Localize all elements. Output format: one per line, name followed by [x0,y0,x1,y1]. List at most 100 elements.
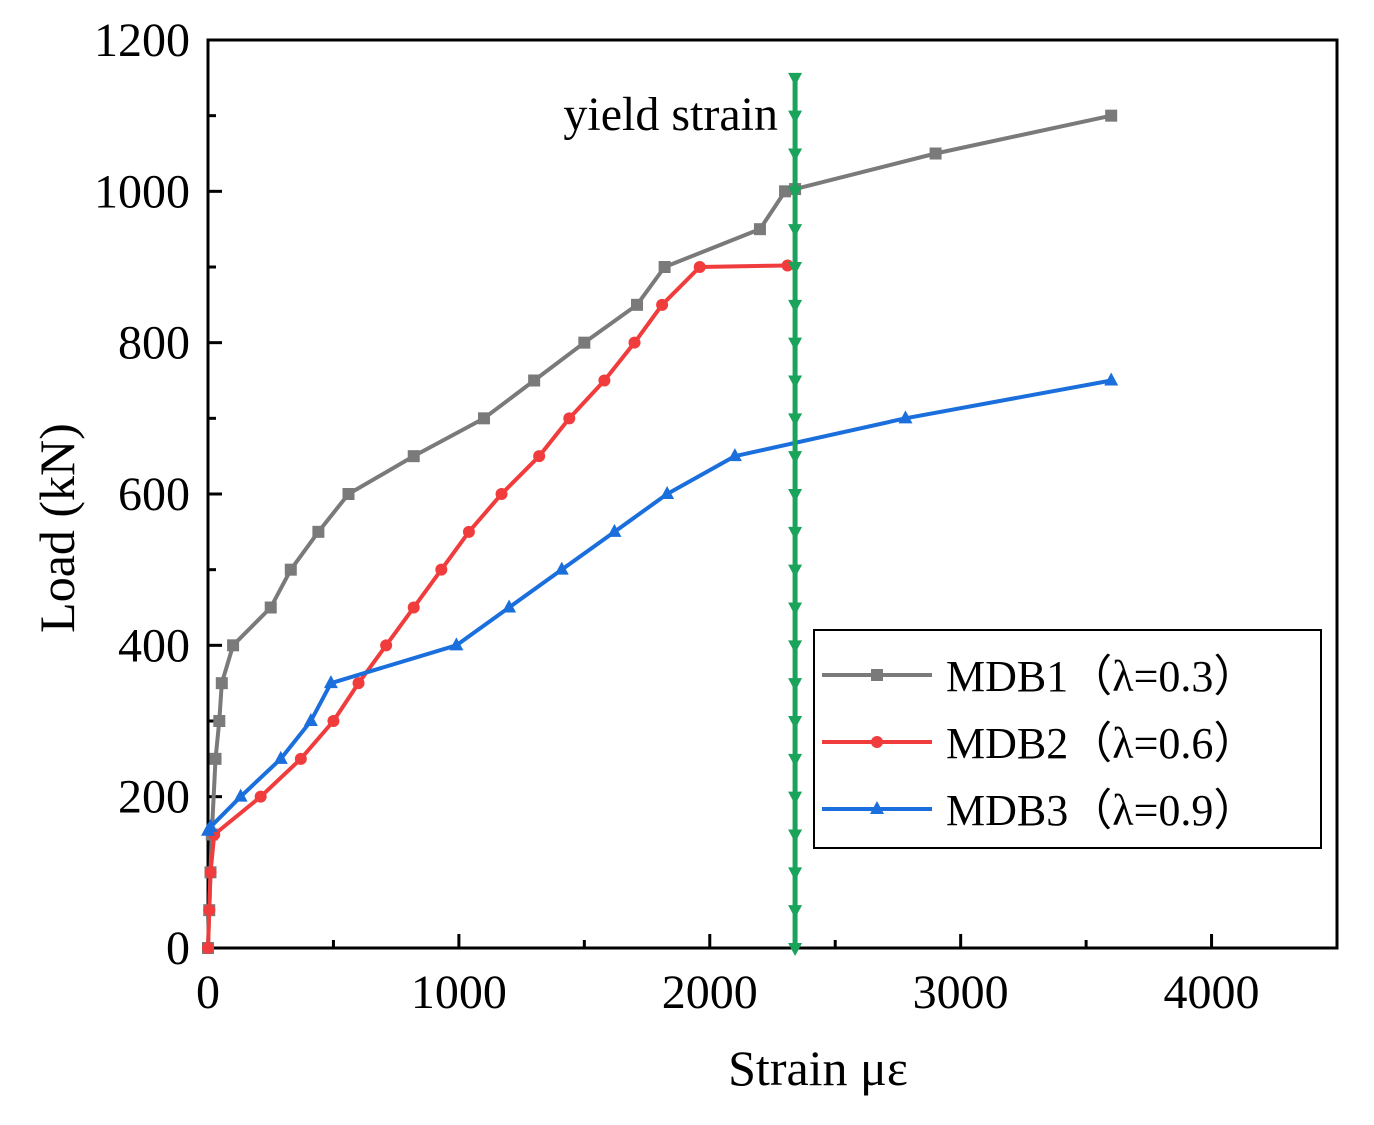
data-point [495,488,508,500]
data-point [788,867,803,881]
data-point [898,410,913,424]
data-point [323,675,338,689]
data-point [233,788,248,802]
data-point [788,678,803,692]
y-tick-label: 600 [118,468,190,521]
data-point [352,677,365,690]
series-2 [202,259,794,954]
data-point [607,523,622,537]
series-line [206,378,1112,832]
data-point [788,564,803,578]
data-point [563,412,576,425]
series-line [206,263,788,949]
data-point [929,147,942,160]
data-point [788,299,803,313]
legend-entry: MDB2（λ=0.6） [822,719,1257,768]
y-axis-title: Load (kN) [29,423,85,633]
data-point [598,374,611,387]
data-point [284,563,297,576]
data-point [788,640,803,654]
data-point [788,943,803,956]
data-point [273,750,288,764]
data-point [788,375,803,389]
data-point [327,715,340,727]
data-point [477,412,490,425]
legend-entry: MDB1（λ=0.3） [822,652,1257,701]
y-tick-label: 1000 [94,165,190,218]
data-point [727,448,742,462]
y-tick-label: 1200 [94,14,190,67]
data-point [209,752,222,765]
data-point [788,602,803,616]
data-point [213,715,226,727]
data-point [435,563,448,576]
y-tick-label: 0 [166,922,190,975]
legend-entry: MDB3（λ=0.9） [822,786,1257,835]
data-point [788,905,803,919]
data-point [788,489,803,502]
x-axis-title: Strain με [728,1040,908,1096]
x-tick-label: 0 [196,966,220,1019]
x-tick-label: 4000 [1164,966,1260,1019]
legend-label: MDB3（λ=0.9） [946,786,1257,835]
data-point [753,223,766,236]
data-point [407,450,420,463]
x-tick-label: 1000 [411,966,507,1019]
data-point [779,185,792,198]
data-point [788,526,803,540]
data-point [788,829,803,843]
data-point [788,186,803,200]
data-point [788,753,803,767]
data-point [294,752,307,765]
data-point [264,601,277,614]
data-point [788,72,803,86]
data-point [502,599,517,613]
y-tick-label: 200 [118,771,190,824]
y-tick-label: 800 [118,317,190,370]
y-tick-label: 400 [118,619,190,672]
data-point [658,261,671,273]
data-point [628,336,641,349]
legend-swatch-marker [870,801,884,814]
legend-swatch-marker [871,736,883,748]
legend-box [813,629,1322,849]
series-4 [788,72,803,956]
data-point [1105,109,1118,122]
data-point [693,261,706,273]
data-point [788,262,803,275]
data-point [380,639,393,652]
data-point [554,561,569,575]
data-point [533,450,546,463]
data-point [631,298,644,311]
data-point [788,413,803,427]
legend-label: MDB2（λ=0.6） [946,719,1257,768]
data-point [788,791,803,805]
data-point [1104,372,1119,386]
data-point [788,224,803,238]
data-point [462,525,475,538]
data-point [254,790,267,803]
data-point [204,866,217,879]
data-point [788,716,803,729]
data-point [449,637,464,651]
series-3 [201,372,1119,836]
data-point [203,818,218,832]
data-point [788,110,803,124]
data-point [202,942,214,954]
data-point [656,298,669,311]
yield-strain-annotation: yield strain [563,88,778,141]
data-point [312,525,325,538]
data-point [342,488,355,500]
data-point [788,337,803,351]
data-point [788,451,803,465]
data-point [578,336,591,349]
data-point [215,677,228,690]
legend-label: MDB1（λ=0.3） [946,652,1257,701]
data-point [303,713,318,726]
data-point [528,374,541,387]
x-tick-label: 3000 [913,966,1009,1019]
data-point [407,601,420,614]
data-point [203,904,216,917]
